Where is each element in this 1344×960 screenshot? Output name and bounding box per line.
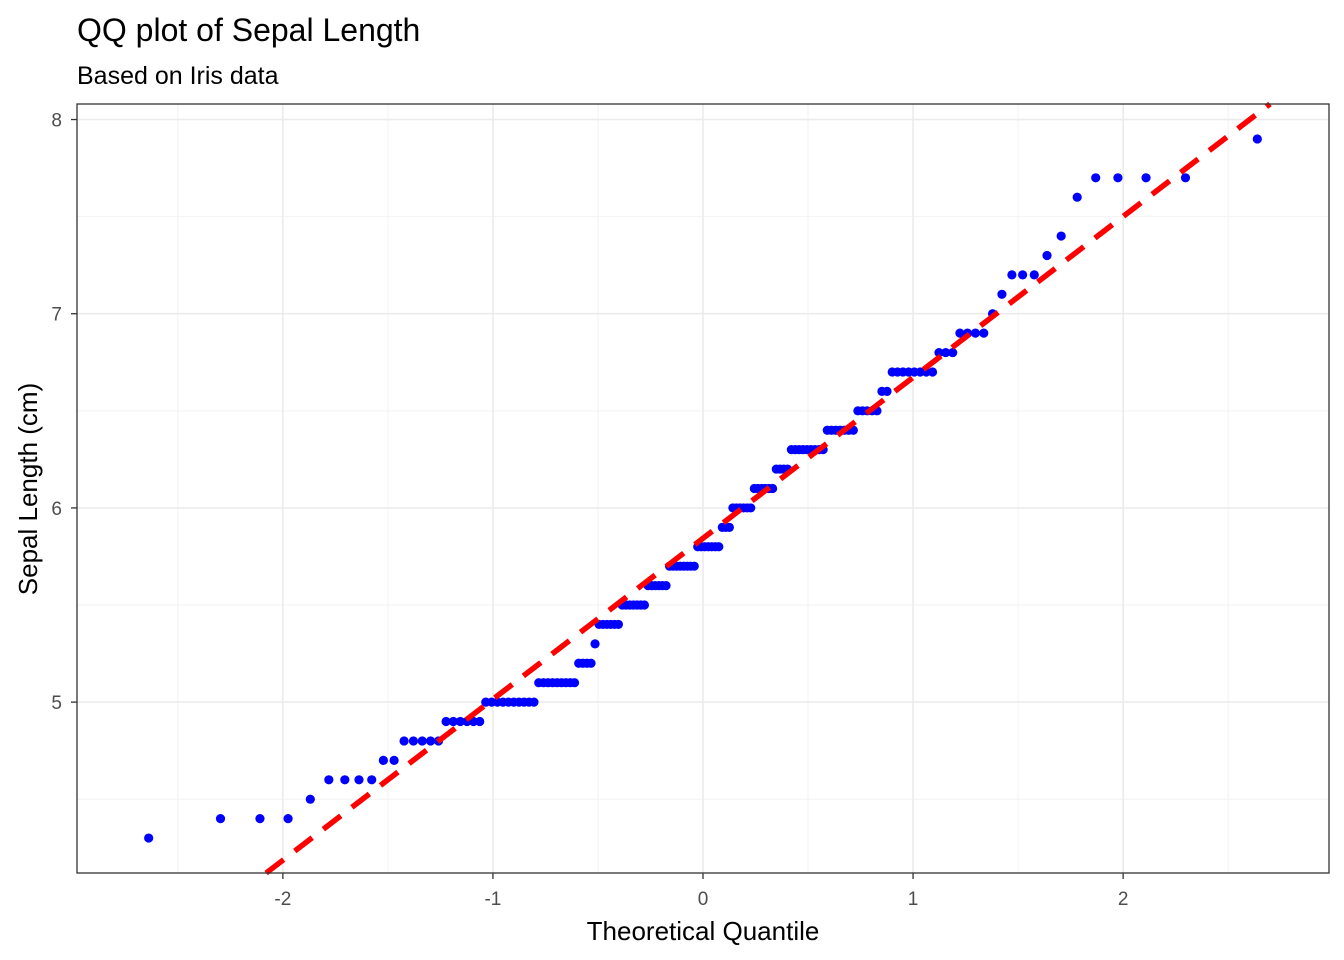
qq-point bbox=[1072, 192, 1082, 202]
y-axis-ticks: 5 6 7 8 bbox=[51, 111, 77, 714]
qq-point bbox=[425, 736, 436, 746]
qq-point bbox=[970, 328, 981, 338]
qq-point bbox=[767, 483, 778, 494]
qq-point bbox=[882, 386, 892, 397]
qq-point bbox=[927, 367, 938, 377]
qq-point bbox=[955, 328, 965, 338]
qq-point bbox=[1180, 173, 1191, 183]
qq-point bbox=[529, 697, 539, 707]
qq-point bbox=[724, 522, 734, 532]
qq-point bbox=[367, 775, 377, 785]
qq-point bbox=[590, 639, 600, 649]
qq-point bbox=[1091, 173, 1101, 183]
x-tick-label: 1 bbox=[908, 889, 919, 910]
qq-point bbox=[948, 347, 958, 358]
qq-point bbox=[340, 775, 350, 785]
qq-point bbox=[941, 347, 951, 358]
qq-point bbox=[305, 794, 315, 804]
qq-reference-line bbox=[264, 101, 1272, 876]
qq-point bbox=[613, 619, 624, 630]
qq-point bbox=[1018, 270, 1028, 280]
qq-point bbox=[215, 814, 226, 824]
qq-point bbox=[144, 833, 154, 843]
x-tick-label: -1 bbox=[484, 889, 501, 910]
x-tick-label: 2 bbox=[1118, 889, 1129, 910]
qq-point bbox=[408, 736, 419, 746]
qq-point bbox=[399, 736, 409, 746]
qq-point bbox=[441, 716, 451, 727]
qq-point bbox=[455, 716, 465, 727]
y-tick-label: 7 bbox=[51, 305, 62, 326]
qq-point bbox=[1042, 250, 1052, 261]
qq-point bbox=[714, 542, 724, 552]
y-tick-label: 8 bbox=[51, 111, 62, 132]
chart-subtitle: Based on Iris data bbox=[77, 62, 279, 90]
chart-title: QQ plot of Sepal Length bbox=[77, 12, 420, 48]
qq-point bbox=[475, 716, 485, 727]
qq-point bbox=[1029, 270, 1039, 280]
qq-point bbox=[639, 600, 650, 610]
x-tick-label: 0 bbox=[698, 889, 709, 910]
y-tick-label: 5 bbox=[51, 693, 62, 714]
qq-point bbox=[689, 561, 699, 571]
qq-point bbox=[283, 814, 293, 824]
qq-point bbox=[1007, 270, 1017, 280]
qq-point bbox=[255, 814, 265, 824]
qq-point bbox=[324, 775, 334, 785]
qq-point bbox=[354, 775, 364, 785]
qq-point bbox=[661, 580, 671, 591]
y-axis-title: Sepal Length (cm) bbox=[13, 383, 43, 595]
qq-point bbox=[934, 347, 944, 358]
qq-point bbox=[979, 328, 989, 338]
major-gridlines bbox=[77, 104, 1329, 873]
qq-point bbox=[1056, 231, 1066, 241]
qq-point bbox=[389, 755, 399, 765]
y-tick-label: 6 bbox=[51, 499, 62, 520]
qq-point bbox=[1113, 173, 1123, 183]
x-axis-title: Theoretical Quantile bbox=[587, 916, 820, 946]
qq-point bbox=[417, 736, 427, 746]
qq-point bbox=[1141, 173, 1151, 183]
qq-point bbox=[1252, 134, 1262, 144]
x-axis-ticks: -2 -1 0 1 2 bbox=[274, 873, 1128, 910]
qq-point bbox=[586, 658, 596, 668]
qq-point bbox=[569, 678, 580, 688]
qq-point bbox=[997, 289, 1007, 299]
qq-point bbox=[378, 755, 388, 765]
qq-point bbox=[746, 503, 756, 513]
qq-point bbox=[448, 716, 458, 727]
x-tick-label: -2 bbox=[274, 889, 291, 910]
